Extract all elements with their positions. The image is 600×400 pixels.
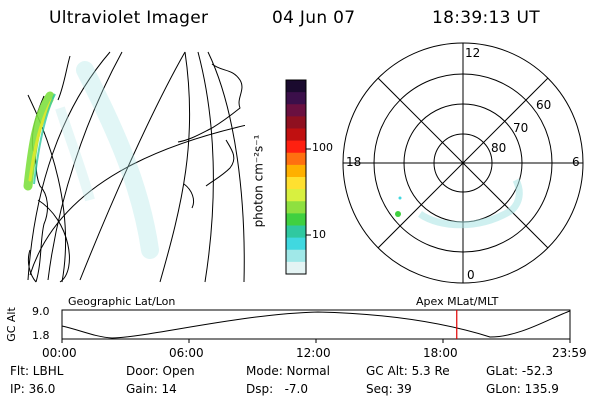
- title-time: 18:39:13 UT: [432, 8, 540, 28]
- grid-meridian: [197, 51, 214, 283]
- grid-meridian: [207, 51, 245, 283]
- info-dsp: Dsp: -7.0: [246, 382, 309, 396]
- colorbar-segment: [286, 104, 306, 117]
- colorbar: [285, 79, 311, 275]
- altitude-ytick-low: 1.8: [32, 329, 50, 342]
- coastline: [205, 139, 235, 187]
- altitude-xtick: 23:59: [552, 346, 587, 360]
- altitude-ylabel: GC Alt: [4, 307, 18, 342]
- aurora-arc-geographic-edge: [33, 93, 56, 185]
- altitude-xtick: 00:00: [42, 346, 77, 360]
- colorbar-segment: [286, 92, 306, 105]
- info-ip: IP: 36.0: [10, 382, 56, 396]
- polar-lat-80: 80: [491, 141, 507, 155]
- aurora-polar-spot: [398, 196, 402, 200]
- colorbar-segment: [286, 116, 306, 129]
- altitude-title-left: Geographic Lat/Lon: [68, 295, 176, 308]
- polar-plot: [342, 42, 584, 284]
- colorbar-segment: [286, 201, 306, 214]
- polar-label-6: 6: [572, 155, 580, 169]
- colorbar-gradient: [286, 80, 306, 275]
- altitude-timeline: [61, 309, 571, 343]
- colorbar-segment: [286, 152, 306, 166]
- polar-label-12: 12: [465, 46, 481, 60]
- info-glon: GLon: 135.9: [486, 382, 559, 396]
- altitude-frame: [61, 309, 571, 340]
- colorbar-segment: [286, 249, 306, 263]
- colorbar-segment: [286, 225, 306, 239]
- grid-meridian: [79, 51, 186, 281]
- info-gain: Gain: 14: [126, 382, 177, 396]
- aurora-diffuse: [76, 61, 159, 259]
- coastline: [27, 249, 37, 283]
- geographic-map: [23, 51, 245, 283]
- altitude-ytick-high: 9.0: [32, 305, 50, 318]
- colorbar-tick-10: 10: [312, 228, 326, 241]
- polar-lat-70: 70: [513, 121, 529, 135]
- colorbar-segment: [286, 80, 306, 93]
- info-filter: Flt: LBHL: [10, 364, 64, 378]
- colorbar-segment: [286, 128, 306, 142]
- grid-parallel: [27, 94, 67, 283]
- info-glat: GLat: -52.3: [486, 364, 553, 378]
- colorbar-tick-100: 100: [312, 141, 333, 154]
- grid-parallel: [29, 124, 245, 276]
- coastline: [57, 55, 71, 101]
- aurora-diffuse: [55, 106, 95, 202]
- info-seq: Seq: 39: [366, 382, 412, 396]
- colorbar-label: photon cm⁻²s⁻¹: [251, 134, 266, 228]
- altitude-xtick: 12:00: [296, 346, 331, 360]
- info-door: Door: Open: [126, 364, 195, 378]
- info-gc-alt: GC Alt: 5.3 Re: [366, 364, 450, 378]
- colorbar-segment: [286, 164, 306, 178]
- title-instrument: Ultraviolet Imager: [49, 8, 209, 28]
- colorbar-segment: [286, 237, 306, 251]
- polar-label-18: 18: [346, 155, 362, 169]
- polar-lat-60: 60: [536, 98, 552, 112]
- info-mode: Mode: Normal: [246, 364, 330, 378]
- altitude-xtick: 18:00: [423, 346, 458, 360]
- polar-label-0: 0: [467, 268, 475, 282]
- altitude-title-right: Apex MLat/MLT: [416, 295, 499, 308]
- colorbar-segment: [286, 177, 306, 190]
- colorbar-segment: [286, 189, 306, 202]
- coastline: [183, 183, 195, 209]
- coastline: [177, 63, 243, 143]
- altitude-xtick: 06:00: [169, 346, 204, 360]
- grid-meridian: [47, 51, 123, 281]
- colorbar-segment: [286, 213, 306, 226]
- grid-meridian: [27, 51, 111, 281]
- altitude-curve: [61, 310, 571, 339]
- title-date: 04 Jun 07: [272, 8, 356, 28]
- aurora-polar-oval: [417, 178, 523, 229]
- colorbar-segment: [286, 261, 306, 275]
- aurora-polar-spot: [395, 211, 401, 217]
- aurora-arc-geographic-core: [28, 98, 54, 182]
- colorbar-segment: [286, 140, 306, 154]
- grid-meridian: [159, 51, 191, 283]
